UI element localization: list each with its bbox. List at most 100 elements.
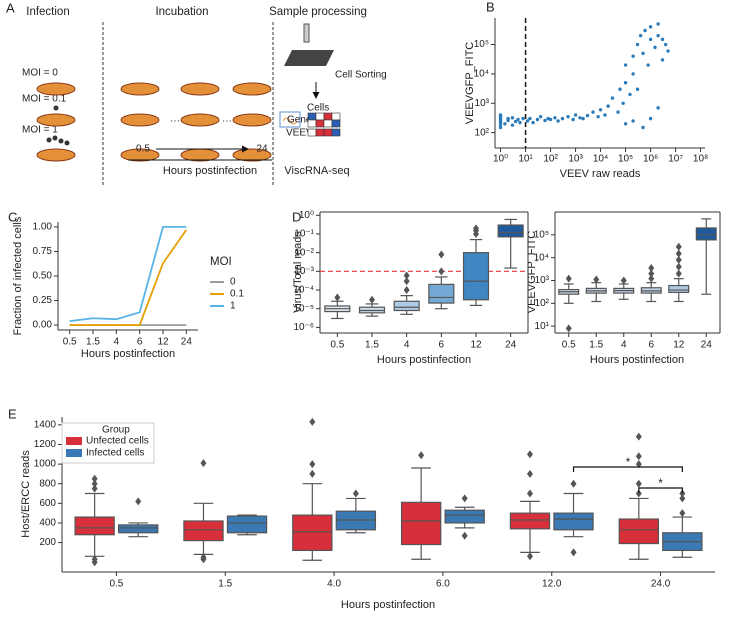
y-tick-label: 10⁵ [474,39,489,50]
flier [352,489,359,498]
flier [679,494,686,503]
legend-label: Infected cells [86,448,144,459]
point [498,123,503,127]
box [668,284,690,294]
point [516,117,520,122]
point [513,119,518,124]
significance-bracket [572,466,683,472]
y-tick-label: 10² [535,298,550,309]
x-tick-label: 0.5 [330,340,344,351]
point [591,110,595,114]
flier [635,460,642,469]
x-tick-label: 10⁷ [668,154,683,165]
x-tick-label: 12.0 [542,579,562,590]
point [635,42,640,47]
panel-label: D [292,209,301,224]
y-tick-label: 10⁻³ [294,266,314,277]
x-tick-label: 4 [404,340,410,351]
y-tick-label: 1000 [34,459,57,470]
box [695,227,717,241]
box [509,512,551,530]
y-axis-label: Virus/Total reads [292,231,304,313]
legend-label: 0 [230,277,236,288]
panel-label: C [8,209,17,224]
point [498,114,503,119]
point [603,113,607,117]
ellipsis: ··· [222,116,232,127]
x-tick-label: 1.5 [589,340,603,351]
point [623,81,628,85]
point [573,113,578,117]
x-axis-label: Hours postinfection [377,354,471,366]
point [663,42,668,47]
flier [570,479,577,488]
x-tick-label: 24 [181,337,193,348]
box [117,524,159,534]
legend-label: 0.1 [230,289,244,300]
point [648,25,653,29]
plate-icon [284,23,334,66]
point [656,33,660,38]
y-tick-label: 1200 [34,439,57,450]
genes-label: Genes [287,115,316,126]
flier [438,267,445,276]
matrix-icon [307,112,341,137]
header: Sample processing [269,6,367,18]
flier [418,451,425,460]
point [638,33,643,38]
header: Infection [26,6,69,18]
moi-label: MOI = 0 [22,68,58,79]
point [498,120,503,125]
screen-icon [279,111,301,128]
x-tick-label: 0.5 [562,340,576,351]
line [69,229,188,326]
y-tick-label: 10³ [475,98,490,109]
box [393,300,420,312]
y-tick-label: 0.75 [33,246,53,257]
point [641,125,645,130]
box [226,515,268,534]
time-end: 24 [256,144,268,155]
box [444,509,485,524]
point [538,114,543,119]
y-tick-label: 10² [475,127,490,138]
point [606,104,610,108]
point [631,54,635,58]
point [566,114,570,119]
flier [648,274,655,283]
header: Incubation [155,6,208,18]
point [571,117,575,122]
panel-label: A [6,0,15,15]
flier [675,262,682,271]
point [498,125,503,130]
line [69,226,187,323]
point [578,116,582,120]
flier [679,509,686,518]
point [553,116,557,120]
box [428,283,455,304]
ellipsis: ··· [170,116,180,127]
box [74,516,115,536]
time-start: 0.5 [136,144,150,155]
flier [309,469,316,478]
box [497,224,524,238]
y-tick-label: 1.00 [33,222,53,233]
flier [526,450,533,459]
y-tick-label: 10⁵ [534,229,549,240]
method-label: ViscRNA-seq [284,165,349,177]
flier [403,277,410,286]
dishes [36,82,272,162]
x-tick-label: 0.5 [63,337,77,348]
flier [200,555,207,564]
significance-label: * [626,457,631,469]
box [400,501,442,546]
point [641,51,645,56]
y-axis-label: VEEVGFP_FITC [526,231,538,314]
flier [635,452,642,461]
point [631,72,635,76]
point [535,117,540,122]
point [656,106,660,110]
significance-bracket [638,487,683,493]
y-tick-label: 10⁴ [534,252,549,263]
